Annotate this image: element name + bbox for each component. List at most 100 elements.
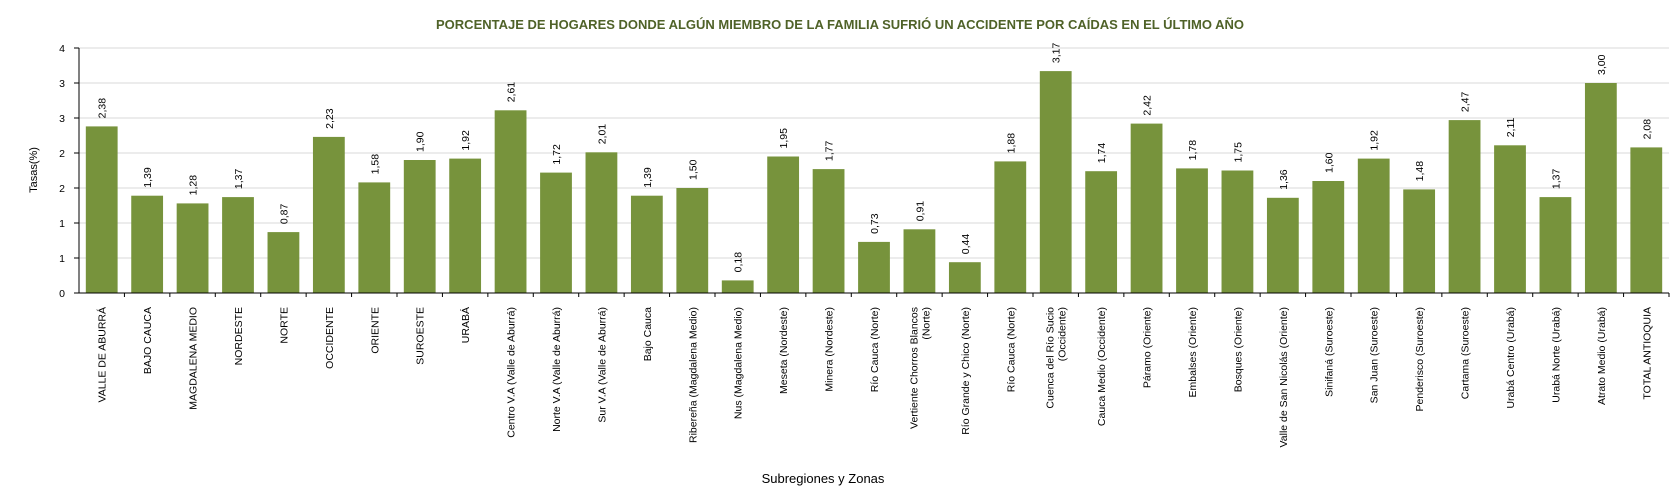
x-tick-label: Bajo Cauca <box>642 307 654 361</box>
x-tick-label: (Occidente) <box>1057 307 1069 361</box>
bar <box>1039 71 1072 293</box>
value-label: 2,61 <box>506 82 518 103</box>
x-tick-label: Cartama (Suroeste) <box>1460 307 1472 399</box>
y-tick-label: 3 <box>59 78 65 90</box>
value-label: 1,92 <box>460 130 472 151</box>
value-label: 1,77 <box>824 141 836 162</box>
x-tick-label: TOTAL ANTIOQUIA <box>1641 307 1653 400</box>
x-tick-label: Meseta (Nordeste) <box>778 307 790 394</box>
value-label: 2,38 <box>97 98 109 119</box>
x-tick-label: ORIENTE <box>369 307 381 354</box>
x-tick-label: Sur V.A (Valle de Aburrá) <box>596 307 608 423</box>
x-tick-label: Centro V.A (Valle de Aburrá) <box>506 307 518 438</box>
value-label: 1,60 <box>1323 152 1335 173</box>
x-tick-label: Cauca Medio (Occidente) <box>1096 307 1108 426</box>
value-label: 1,75 <box>1232 142 1244 163</box>
y-axis-ticks: 0 1 1 2 2 3 3 4 <box>59 43 79 300</box>
value-labels: 2,38 1,39 1,28 1,37 0,87 2,23 1,58 1,90 1,92 2,61… <box>97 43 1654 273</box>
value-label: 2,23 <box>324 108 336 129</box>
value-label: 1,36 <box>1278 169 1290 190</box>
value-label: 2,08 <box>1641 119 1653 140</box>
x-tick-label: Atrato Medio (Urabá) <box>1596 307 1608 405</box>
y-tick-label: 0 <box>59 288 65 300</box>
bar <box>721 280 754 293</box>
y-tick-label: 1 <box>59 218 65 230</box>
bar <box>358 182 391 293</box>
value-label: 1,74 <box>1096 143 1108 164</box>
value-label: 0,87 <box>278 204 290 225</box>
chart-title: PORCENTAJE DE HOGARES DONDE ALGÚN MIEMBR… <box>436 17 1244 32</box>
x-tick-label: San Juan (Suroeste) <box>1369 307 1381 403</box>
value-label: 1,58 <box>369 154 381 175</box>
bar <box>85 126 118 294</box>
value-label: 1,28 <box>188 175 200 196</box>
value-label: 2,47 <box>1460 92 1472 113</box>
x-tick-label: Río Cauca (Norte) <box>1005 307 1017 392</box>
bar <box>494 110 527 293</box>
value-label: 1,37 <box>233 169 245 190</box>
x-tick-label: Bosques (Oriente) <box>1232 307 1244 392</box>
bar <box>449 158 482 293</box>
x-tick-label: (Norte) <box>920 307 932 340</box>
bar <box>585 152 618 293</box>
y-tick-label: 1 <box>59 253 65 265</box>
bar <box>948 262 981 293</box>
bar <box>1130 123 1163 293</box>
value-label: 0,44 <box>960 234 972 255</box>
bar <box>1312 181 1345 293</box>
x-tick-label: Cuenca del Río Sucio <box>1045 307 1057 409</box>
value-label: 1,95 <box>778 128 790 149</box>
x-tick-label: MAGDALENA MEDIO <box>188 307 200 410</box>
value-label: 1,90 <box>415 131 427 152</box>
x-tick-label: Penderisco (Suroeste) <box>1414 307 1426 411</box>
value-label: 1,72 <box>551 144 563 165</box>
bar <box>1539 197 1572 293</box>
value-label: 2,11 <box>1505 117 1517 137</box>
x-tick-label: OCCIDENTE <box>324 307 336 369</box>
bar <box>676 188 709 293</box>
x-tick-label: Urabá Centro (Urabá) <box>1505 307 1517 409</box>
bar <box>540 172 572 293</box>
bar <box>1448 120 1481 293</box>
x-tick-label: Embalses (Oriente) <box>1187 307 1199 397</box>
x-axis-label: Subregiones y Zonas <box>762 471 885 486</box>
bar <box>312 136 345 293</box>
x-tick-label: VALLE DE ABURRÁ <box>96 307 109 403</box>
bar <box>131 195 164 293</box>
bar <box>630 195 663 293</box>
value-label: 0,73 <box>869 213 881 234</box>
value-label: 0,91 <box>914 201 926 222</box>
bar <box>267 232 300 293</box>
x-tick-label: Norte V.A (Valle de Aburrá) <box>551 307 563 432</box>
x-tick-label: Valle de San Nicolás (Oriente) <box>1278 307 1290 447</box>
bar <box>767 156 800 293</box>
x-tick-label: Vertiente Chorros Blancos <box>908 307 920 429</box>
bar <box>1584 83 1617 293</box>
x-tick-label: NORTE <box>278 307 290 344</box>
value-label: 1,37 <box>1550 169 1562 190</box>
y-tick-label: 2 <box>59 183 65 195</box>
bar <box>1085 171 1118 293</box>
y-tick-label: 3 <box>59 113 65 125</box>
x-axis-labels: VALLE DE ABURRÁ BAJO CAUCA MAGDALENA MEDIO… <box>96 293 1670 447</box>
value-label: 3,00 <box>1596 54 1608 75</box>
bar <box>1176 168 1208 293</box>
x-tick-label: Río Cauca (Norte) <box>869 307 881 392</box>
value-label: 2,42 <box>1142 95 1154 116</box>
bar <box>858 241 890 293</box>
x-tick-label: NORDESTE <box>233 307 245 365</box>
value-label: 1,48 <box>1414 161 1426 182</box>
bar <box>1266 197 1299 293</box>
y-tick-label: 2 <box>59 148 65 160</box>
y-tick-label: 4 <box>59 43 65 55</box>
value-label: 1,88 <box>1005 133 1017 154</box>
x-tick-label: Río Grande y Chico (Norte) <box>960 307 972 435</box>
value-label: 0,18 <box>733 252 745 273</box>
x-tick-label: Urabá Norte (Urabá) <box>1550 307 1562 403</box>
bar <box>1357 158 1390 293</box>
bar <box>1630 147 1663 293</box>
value-label: 1,78 <box>1187 140 1199 161</box>
bar <box>812 169 845 293</box>
bar <box>994 161 1027 293</box>
bar <box>903 229 936 293</box>
